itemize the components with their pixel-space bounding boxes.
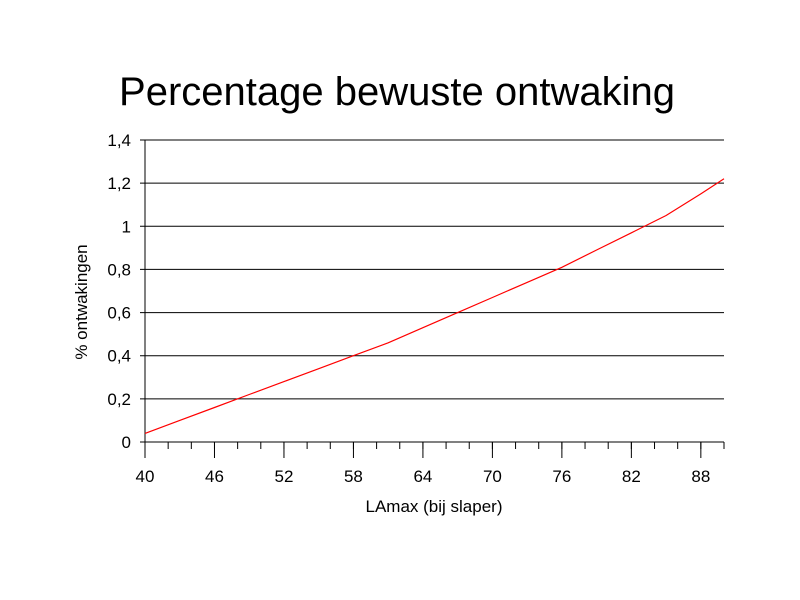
y-tick-label: 0,4 <box>107 347 131 366</box>
y-tick-label: 0,8 <box>107 260 131 279</box>
x-tick-label: 52 <box>274 467 293 486</box>
x-tick-label: 46 <box>205 467 224 486</box>
x-tick-label: 64 <box>413 467 432 486</box>
tick-marks <box>144 442 725 458</box>
y-tick-label: 1,4 <box>107 131 131 150</box>
y-tick-label: 0 <box>122 433 131 452</box>
x-tick-label: 88 <box>691 467 710 486</box>
y-tick-labels: 0 0,2 0,4 0,6 0,8 1 1,2 1,4 <box>107 131 131 452</box>
x-tick-label: 82 <box>622 467 641 486</box>
x-tick-label: 76 <box>552 467 571 486</box>
x-tick-label: 40 <box>136 467 155 486</box>
y-tick-label: 0,2 <box>107 390 131 409</box>
x-tick-label: 70 <box>483 467 502 486</box>
x-tick-labels: 40 46 52 58 64 70 76 82 88 <box>136 467 711 486</box>
gridlines <box>140 139 724 443</box>
chart-title: Percentage bewuste ontwaking <box>119 70 675 114</box>
series-line <box>144 178 725 434</box>
y-tick-label: 1 <box>122 217 131 236</box>
y-tick-label: 1,2 <box>107 174 131 193</box>
x-tick-label: 58 <box>344 467 363 486</box>
x-axis-title: LAmax (bij slaper) <box>366 497 503 516</box>
axes <box>144 140 724 458</box>
series-group <box>144 178 725 434</box>
y-tick-label: 0,6 <box>107 304 131 323</box>
y-axis-title: % ontwakingen <box>72 244 91 359</box>
